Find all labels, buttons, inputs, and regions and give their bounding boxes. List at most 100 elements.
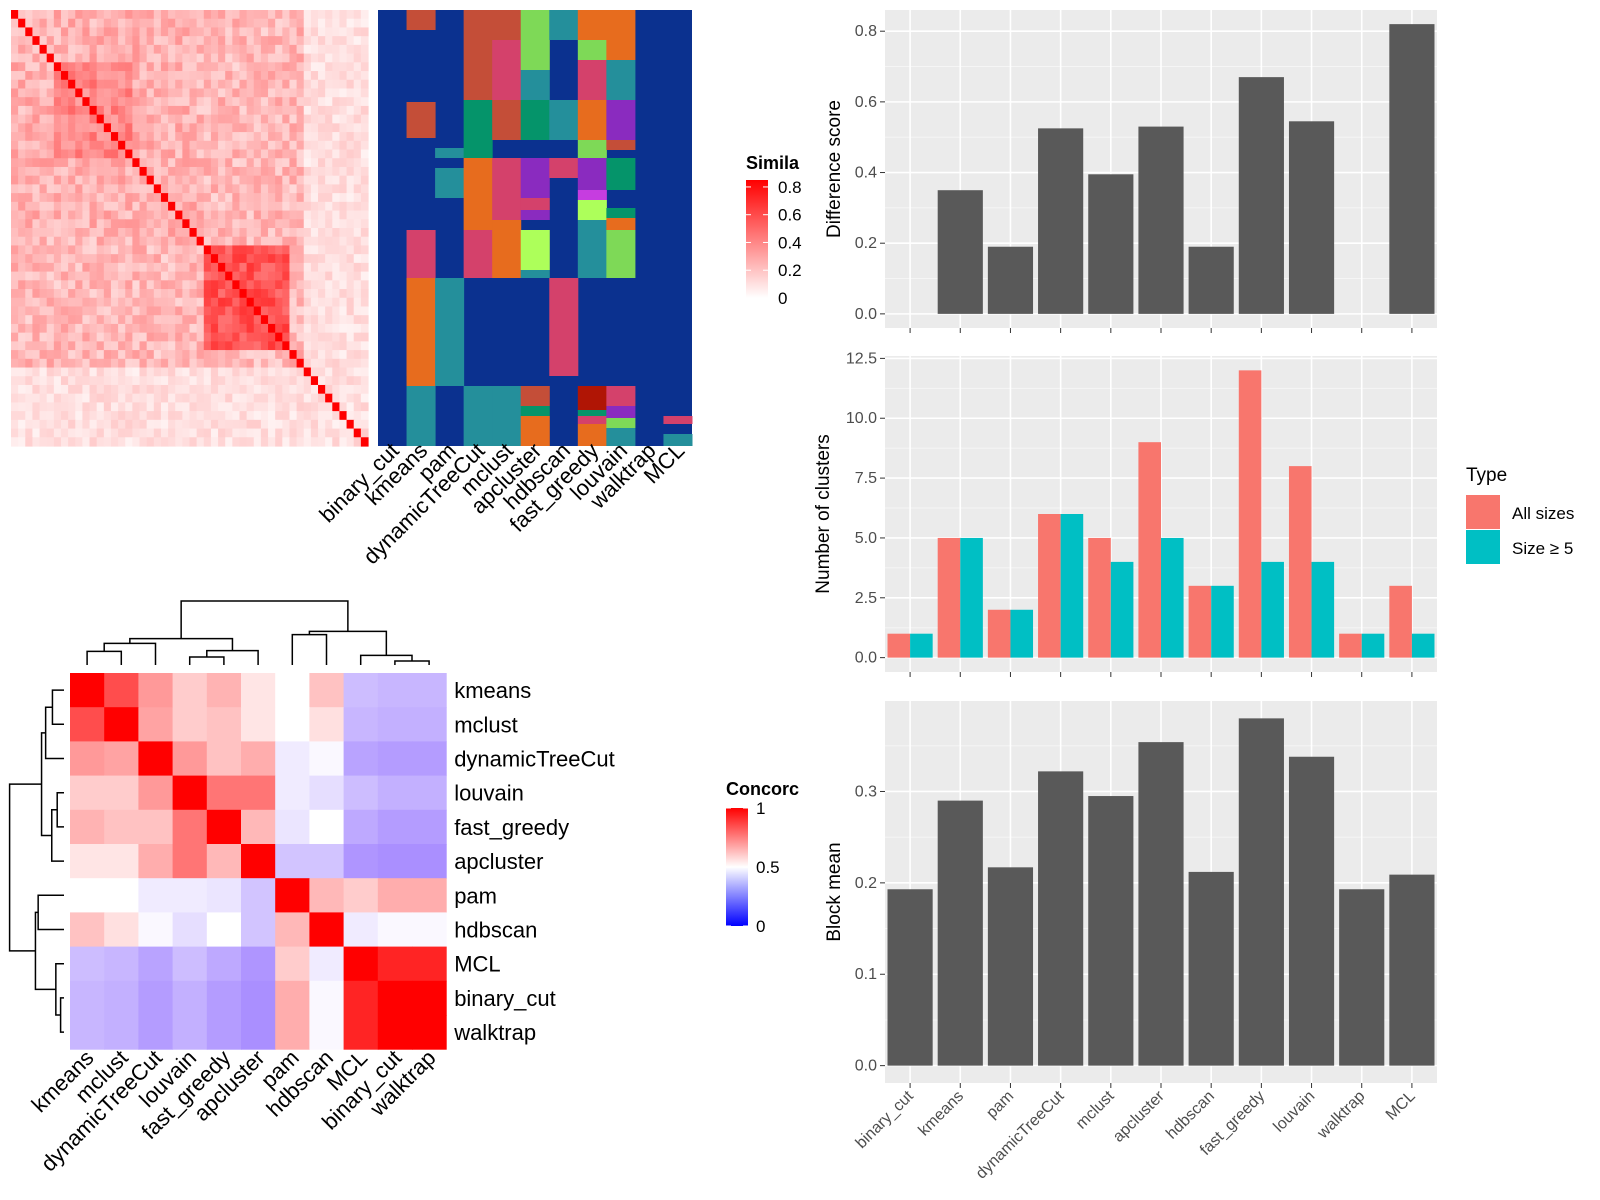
similarity-cell bbox=[68, 289, 76, 299]
similarity-cell bbox=[153, 88, 162, 98]
similarity-cell bbox=[75, 289, 83, 299]
similarity-cell bbox=[153, 114, 162, 124]
similarity-cell bbox=[260, 184, 269, 194]
similarity-cell bbox=[89, 62, 98, 72]
similarity-cell bbox=[218, 245, 226, 255]
similarity-cell bbox=[125, 97, 133, 107]
similarity-cell bbox=[346, 271, 355, 281]
similarity-cell bbox=[32, 71, 41, 81]
similarity-cell bbox=[139, 27, 148, 37]
similarity-cell bbox=[325, 245, 333, 255]
similarity-cell bbox=[253, 341, 262, 351]
similarity-cell bbox=[296, 123, 305, 133]
similarity-cell bbox=[103, 332, 112, 342]
similarity-cell bbox=[118, 350, 126, 360]
similarity-cell bbox=[96, 245, 105, 255]
y-tick-label: 0.0 bbox=[855, 306, 877, 323]
similarity-cell bbox=[46, 271, 55, 281]
similarity-cell bbox=[25, 419, 34, 430]
similarity-cell bbox=[182, 428, 191, 438]
similarity-cell bbox=[153, 166, 162, 177]
similarity-cell bbox=[75, 358, 83, 369]
similarity-cell bbox=[218, 53, 226, 63]
similarity-cell bbox=[189, 376, 198, 386]
similarity-cell bbox=[18, 44, 26, 55]
similarity-cell bbox=[139, 419, 148, 430]
similarity-cell bbox=[125, 18, 133, 29]
similarity-cell bbox=[46, 166, 55, 177]
similarity-cell bbox=[225, 437, 233, 447]
similarity-cell bbox=[332, 132, 341, 142]
similarity-cell bbox=[275, 79, 283, 90]
similarity-cell bbox=[53, 114, 62, 124]
similarity-cell bbox=[96, 393, 105, 403]
similarity-cell bbox=[289, 323, 298, 334]
similarity-cell bbox=[110, 97, 119, 107]
similarity-cell bbox=[11, 53, 19, 63]
similarity-cell bbox=[253, 358, 262, 369]
concordance-cell bbox=[309, 912, 345, 948]
similarity-cell bbox=[39, 44, 48, 55]
similarity-cell bbox=[268, 289, 276, 299]
similarity-cell bbox=[75, 315, 83, 325]
similarity-cell bbox=[289, 245, 298, 255]
similarity-cell bbox=[153, 210, 162, 220]
similarity-cell bbox=[11, 149, 19, 159]
similarity-cell bbox=[275, 53, 283, 63]
similarity-cell bbox=[246, 149, 255, 159]
similarity-cell bbox=[203, 289, 212, 299]
similarity-cell bbox=[203, 245, 212, 255]
similarity-cell bbox=[103, 341, 112, 351]
similarity-cell bbox=[103, 428, 112, 438]
similarity-cell bbox=[268, 184, 276, 194]
similarity-cell bbox=[125, 36, 133, 46]
similarity-cell bbox=[246, 219, 255, 229]
y-tick-label: 10.0 bbox=[846, 410, 877, 427]
similarity-cell bbox=[132, 350, 141, 360]
assignment-block bbox=[520, 70, 550, 82]
similarity-cell bbox=[18, 437, 26, 447]
similarity-cell bbox=[132, 332, 141, 342]
similarity-cell bbox=[96, 149, 105, 159]
similarity-cell bbox=[325, 62, 333, 72]
similarity-cell bbox=[53, 210, 62, 220]
similarity-cell bbox=[118, 105, 126, 116]
similarity-cell bbox=[103, 79, 112, 90]
concordance-cell bbox=[377, 741, 413, 777]
similarity-cell bbox=[110, 201, 119, 212]
similarity-cell bbox=[153, 105, 162, 116]
similarity-cell bbox=[268, 297, 276, 308]
similarity-cell bbox=[318, 228, 326, 238]
similarity-cell bbox=[39, 393, 48, 403]
similarity-cell bbox=[325, 262, 333, 273]
similarity-cell bbox=[60, 341, 69, 351]
similarity-cell bbox=[296, 71, 305, 81]
similarity-cell bbox=[110, 332, 119, 342]
similarity-cell bbox=[118, 306, 126, 316]
similarity-cell bbox=[268, 210, 276, 220]
bar bbox=[1261, 561, 1284, 658]
similarity-cell bbox=[160, 358, 169, 369]
similarity-cell bbox=[275, 105, 283, 116]
similarity-cell bbox=[182, 36, 191, 46]
similarity-cell bbox=[189, 62, 198, 72]
similarity-cell bbox=[275, 27, 283, 37]
similarity-cell bbox=[139, 323, 148, 334]
similarity-cell bbox=[189, 27, 198, 37]
similarity-cell bbox=[118, 71, 126, 81]
similarity-cell bbox=[132, 210, 141, 220]
similarity-cell bbox=[18, 149, 26, 159]
similarity-cell bbox=[239, 36, 248, 46]
assignment-block bbox=[435, 148, 465, 158]
similarity-cell bbox=[232, 350, 241, 360]
similarity-cell bbox=[25, 402, 34, 412]
similarity-cell bbox=[118, 114, 126, 124]
similarity-cell bbox=[296, 306, 305, 316]
similarity-cell bbox=[353, 219, 362, 229]
similarity-cell bbox=[210, 210, 219, 220]
similarity-cell bbox=[318, 384, 326, 395]
similarity-cell bbox=[82, 53, 91, 63]
assignment-block bbox=[577, 424, 607, 446]
similarity-cell bbox=[160, 18, 169, 29]
similarity-cell bbox=[96, 18, 105, 29]
